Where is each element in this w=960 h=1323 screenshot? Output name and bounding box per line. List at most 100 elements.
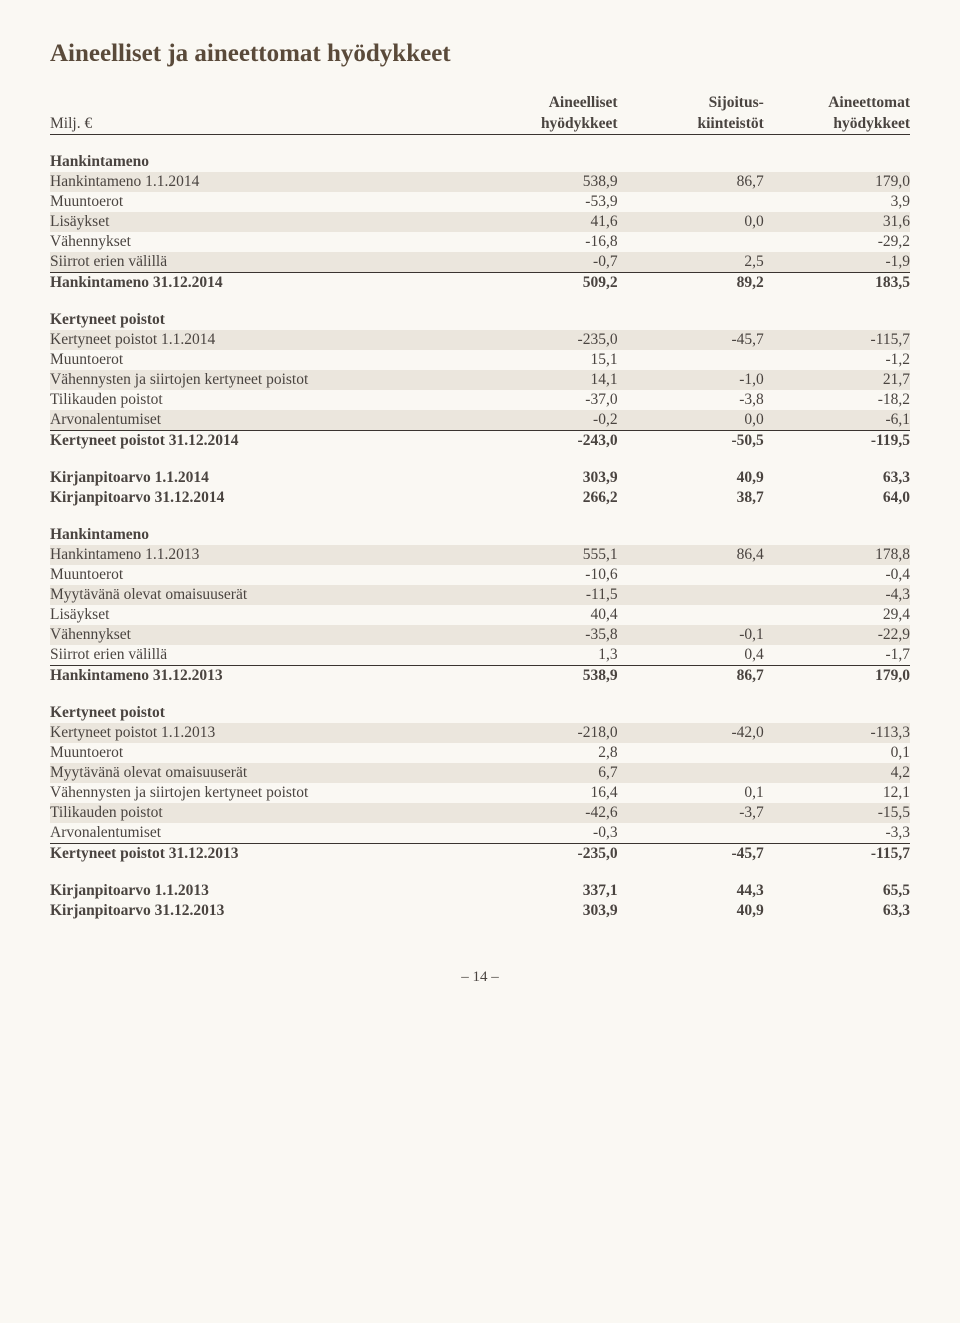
cell-value: -50,5 bbox=[618, 431, 764, 452]
cell-value: 89,2 bbox=[618, 273, 764, 294]
cell-value: -1,7 bbox=[764, 645, 910, 666]
cell-value: -16,8 bbox=[471, 232, 617, 252]
cell-value: 31,6 bbox=[764, 212, 910, 232]
cell-value: 86,7 bbox=[618, 172, 764, 192]
cell-value: 337,1 bbox=[471, 864, 617, 901]
cell-value: 40,9 bbox=[618, 901, 764, 921]
header-blank bbox=[50, 92, 471, 113]
cell-value: 6,7 bbox=[471, 763, 617, 783]
cell-value: 303,9 bbox=[471, 451, 617, 488]
cell-value: 63,3 bbox=[764, 901, 910, 921]
cell-value: 4,2 bbox=[764, 763, 910, 783]
cell-value: -15,5 bbox=[764, 803, 910, 823]
cell-value bbox=[471, 293, 617, 330]
row-label: Kertyneet poistot 1.1.2013 bbox=[50, 723, 471, 743]
cell-value: -0,7 bbox=[471, 252, 617, 273]
cell-value: -1,9 bbox=[764, 252, 910, 273]
cell-value: 12,1 bbox=[764, 783, 910, 803]
row-label: Arvonalentumiset bbox=[50, 823, 471, 844]
row-label: Vähennykset bbox=[50, 232, 471, 252]
cell-value: -37,0 bbox=[471, 390, 617, 410]
cell-value: 538,9 bbox=[471, 172, 617, 192]
row-label: Tilikauden poistot bbox=[50, 803, 471, 823]
row-label: Hankintameno 31.12.2014 bbox=[50, 273, 471, 294]
row-label: Kertyneet poistot bbox=[50, 686, 471, 723]
cell-value: -0,4 bbox=[764, 565, 910, 585]
cell-value: 14,1 bbox=[471, 370, 617, 390]
cell-value: -218,0 bbox=[471, 723, 617, 743]
cell-value: 266,2 bbox=[471, 488, 617, 508]
cell-value: -3,8 bbox=[618, 390, 764, 410]
cell-value: 555,1 bbox=[471, 545, 617, 565]
cell-value bbox=[618, 565, 764, 585]
row-label: Vähennysten ja siirtojen kertyneet poist… bbox=[50, 783, 471, 803]
cell-value bbox=[618, 192, 764, 212]
cell-value: 40,4 bbox=[471, 605, 617, 625]
cell-value: 86,4 bbox=[618, 545, 764, 565]
row-label: Hankintameno 31.12.2013 bbox=[50, 666, 471, 687]
cell-value bbox=[764, 135, 910, 173]
row-label: Hankintameno 1.1.2014 bbox=[50, 172, 471, 192]
cell-value bbox=[618, 585, 764, 605]
row-label: Kirjanpitoarvo 1.1.2013 bbox=[50, 864, 471, 901]
row-label: Muuntoerot bbox=[50, 565, 471, 585]
cell-value bbox=[618, 605, 764, 625]
cell-value bbox=[764, 686, 910, 723]
cell-value: 64,0 bbox=[764, 488, 910, 508]
cell-value bbox=[618, 763, 764, 783]
cell-value: -119,5 bbox=[764, 431, 910, 452]
page-number: – 14 – bbox=[50, 969, 910, 986]
financial-table: Aineelliset Sijoitus- Aineettomat Milj. … bbox=[50, 92, 910, 921]
row-label: Lisäykset bbox=[50, 212, 471, 232]
cell-value: -235,0 bbox=[471, 330, 617, 350]
row-label: Myytävänä olevat omaisuuserät bbox=[50, 585, 471, 605]
cell-value: 44,3 bbox=[618, 864, 764, 901]
row-label: Siirrot erien välillä bbox=[50, 645, 471, 666]
cell-value: -0,3 bbox=[471, 823, 617, 844]
row-label: Muuntoerot bbox=[50, 350, 471, 370]
row-label: Muuntoerot bbox=[50, 192, 471, 212]
header-col2-a: Sijoitus- bbox=[618, 92, 764, 113]
cell-value: -115,7 bbox=[764, 330, 910, 350]
cell-value: -22,9 bbox=[764, 625, 910, 645]
cell-value: 538,9 bbox=[471, 666, 617, 687]
cell-value: 0,0 bbox=[618, 410, 764, 431]
row-label: Hankintameno bbox=[50, 135, 471, 173]
header-col3-b: hyödykkeet bbox=[764, 113, 910, 135]
row-label: Siirrot erien välillä bbox=[50, 252, 471, 273]
cell-value: -0,1 bbox=[618, 625, 764, 645]
cell-value: -6,1 bbox=[764, 410, 910, 431]
row-label: Lisäykset bbox=[50, 605, 471, 625]
cell-value: -4,3 bbox=[764, 585, 910, 605]
row-label: Kertyneet poistot bbox=[50, 293, 471, 330]
cell-value: 21,7 bbox=[764, 370, 910, 390]
row-label: Arvonalentumiset bbox=[50, 410, 471, 431]
cell-value bbox=[471, 686, 617, 723]
row-label: Kirjanpitoarvo 1.1.2014 bbox=[50, 451, 471, 488]
row-label: Myytävänä olevat omaisuuserät bbox=[50, 763, 471, 783]
cell-value: -42,6 bbox=[471, 803, 617, 823]
page-title: Aineelliset ja aineettomat hyödykkeet bbox=[50, 40, 910, 68]
row-label: Hankintameno bbox=[50, 508, 471, 545]
cell-value: 183,5 bbox=[764, 273, 910, 294]
cell-value: 178,8 bbox=[764, 545, 910, 565]
cell-value bbox=[618, 823, 764, 844]
row-label: Vähennykset bbox=[50, 625, 471, 645]
cell-value: 509,2 bbox=[471, 273, 617, 294]
row-label: Muuntoerot bbox=[50, 743, 471, 763]
cell-value: 63,3 bbox=[764, 451, 910, 488]
cell-value: 303,9 bbox=[471, 901, 617, 921]
cell-value: -235,0 bbox=[471, 844, 617, 865]
cell-value: 2,5 bbox=[618, 252, 764, 273]
cell-value: -0,2 bbox=[471, 410, 617, 431]
cell-value: 41,6 bbox=[471, 212, 617, 232]
cell-value: -35,8 bbox=[471, 625, 617, 645]
cell-value: -45,7 bbox=[618, 844, 764, 865]
header-col1-b: hyödykkeet bbox=[471, 113, 617, 135]
cell-value: -243,0 bbox=[471, 431, 617, 452]
row-label: Kirjanpitoarvo 31.12.2013 bbox=[50, 901, 471, 921]
cell-value: 15,1 bbox=[471, 350, 617, 370]
cell-value: 179,0 bbox=[764, 666, 910, 687]
row-label: Vähennysten ja siirtojen kertyneet poist… bbox=[50, 370, 471, 390]
cell-value bbox=[764, 508, 910, 545]
